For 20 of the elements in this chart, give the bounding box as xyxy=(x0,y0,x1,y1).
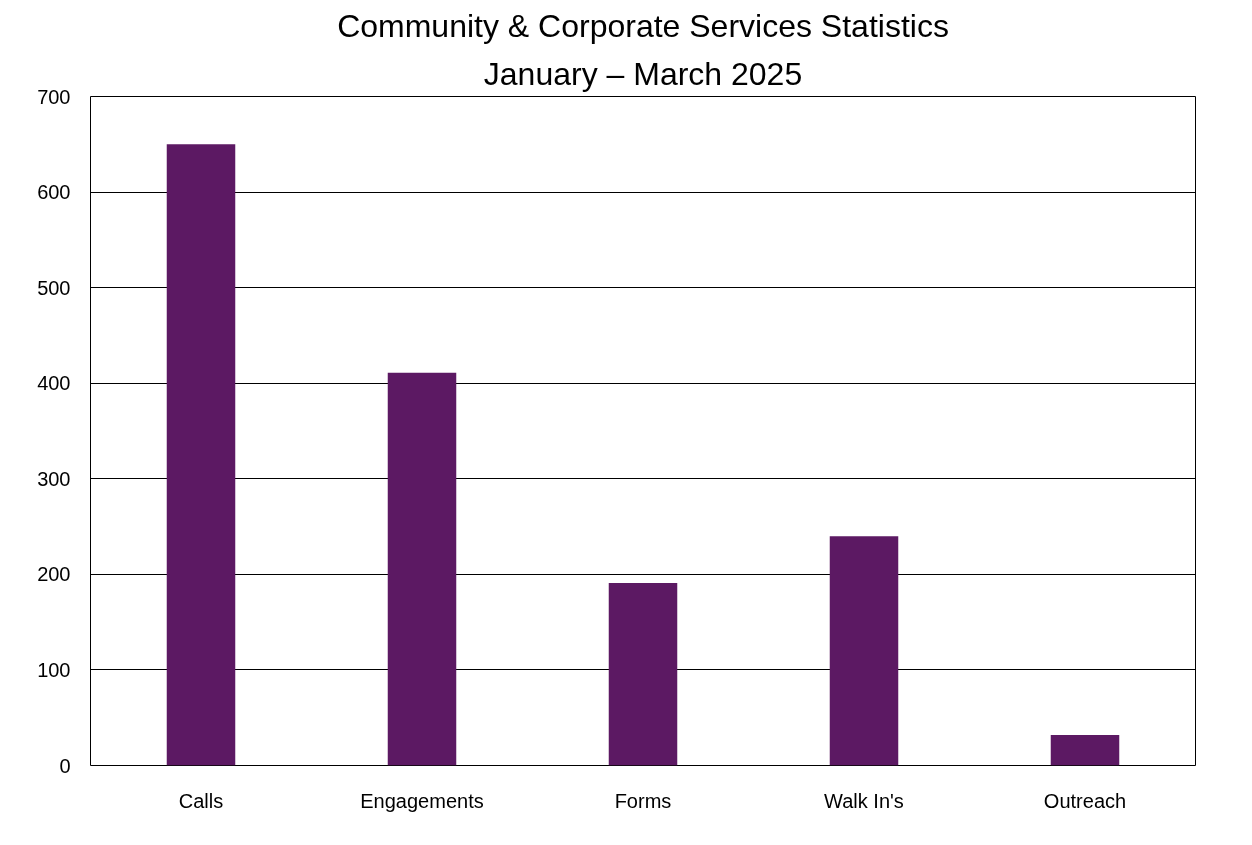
bar xyxy=(829,536,899,766)
chart-subtitle: January – March 2025 xyxy=(483,55,803,92)
y-tick-label: 300 xyxy=(37,467,71,490)
y-tick-label: 0 xyxy=(59,754,71,777)
x-tick-label: Calls xyxy=(178,789,224,812)
x-tick-label: Engagements xyxy=(360,789,484,812)
x-tick-label: Outreach xyxy=(1043,789,1127,812)
chart-title: Community & Corporate Services Statistics xyxy=(337,7,949,44)
bar xyxy=(1050,734,1120,766)
bar xyxy=(166,144,236,766)
y-tick-label: 600 xyxy=(37,181,71,204)
bar xyxy=(387,372,457,766)
y-tick-label: 400 xyxy=(37,372,71,395)
bar xyxy=(608,582,678,766)
y-tick-label: 200 xyxy=(37,563,71,586)
y-tick-label: 100 xyxy=(37,658,71,681)
x-tick-label: Forms xyxy=(614,789,672,812)
x-tick-label: Walk In's xyxy=(824,789,904,812)
y-tick-label: 700 xyxy=(37,85,71,108)
y-tick-label: 500 xyxy=(37,276,71,299)
